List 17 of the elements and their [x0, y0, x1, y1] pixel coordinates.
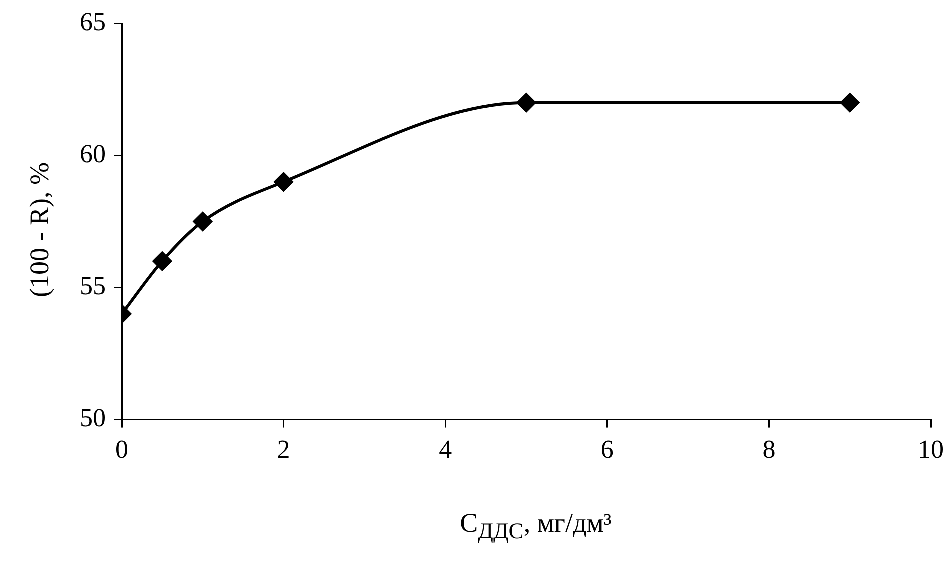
y-axis-title: (100 - R), %: [24, 162, 56, 298]
y-tick-label: 65: [80, 7, 106, 36]
x-axis-title: C$_{ДДС}$, мг/дм³: [459, 508, 613, 544]
x-tick-label: 8: [762, 435, 776, 464]
x-tick-label: 2: [277, 435, 290, 464]
point: [152, 252, 172, 271]
y-tick-label: 55: [80, 272, 106, 301]
point: [517, 93, 536, 112]
point: [193, 212, 212, 232]
x-tick-label: 4: [439, 435, 452, 464]
y-tick-label: 60: [80, 139, 106, 168]
point: [274, 172, 294, 192]
point: [840, 93, 860, 112]
x-tick-label: 0: [116, 435, 128, 464]
y-tick-label: 50: [80, 404, 106, 433]
x-tick-label: 6: [600, 435, 614, 464]
x-tick-label: 10: [918, 435, 944, 464]
